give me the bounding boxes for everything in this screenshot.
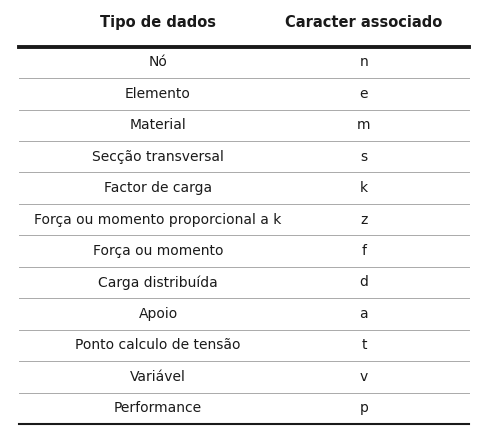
Text: Variável: Variável	[130, 370, 185, 384]
Text: Força ou momento proporcional a k: Força ou momento proporcional a k	[34, 213, 281, 227]
Text: Elemento: Elemento	[125, 87, 191, 101]
Text: Nó: Nó	[148, 56, 167, 69]
Text: Material: Material	[129, 118, 186, 132]
Text: Tipo de dados: Tipo de dados	[100, 16, 215, 30]
Text: Apoio: Apoio	[138, 307, 177, 321]
Text: m: m	[356, 118, 370, 132]
Text: v: v	[359, 370, 367, 384]
Text: n: n	[359, 56, 367, 69]
Text: k: k	[359, 181, 367, 195]
Text: a: a	[359, 307, 367, 321]
Text: Carga distribuída: Carga distribuída	[98, 275, 217, 290]
Text: Caracter associado: Caracter associado	[285, 16, 441, 30]
Text: s: s	[360, 150, 367, 164]
Text: Secção transversal: Secção transversal	[92, 150, 224, 164]
Text: f: f	[361, 244, 365, 258]
Text: t: t	[361, 339, 366, 352]
Text: p: p	[359, 401, 367, 415]
Text: Factor de carga: Factor de carga	[104, 181, 212, 195]
Text: Ponto calculo de tensão: Ponto calculo de tensão	[75, 339, 240, 352]
Text: Força ou momento: Força ou momento	[92, 244, 223, 258]
Text: d: d	[359, 276, 367, 289]
Text: Performance: Performance	[114, 401, 202, 415]
Text: e: e	[359, 87, 367, 101]
Text: z: z	[360, 213, 367, 227]
